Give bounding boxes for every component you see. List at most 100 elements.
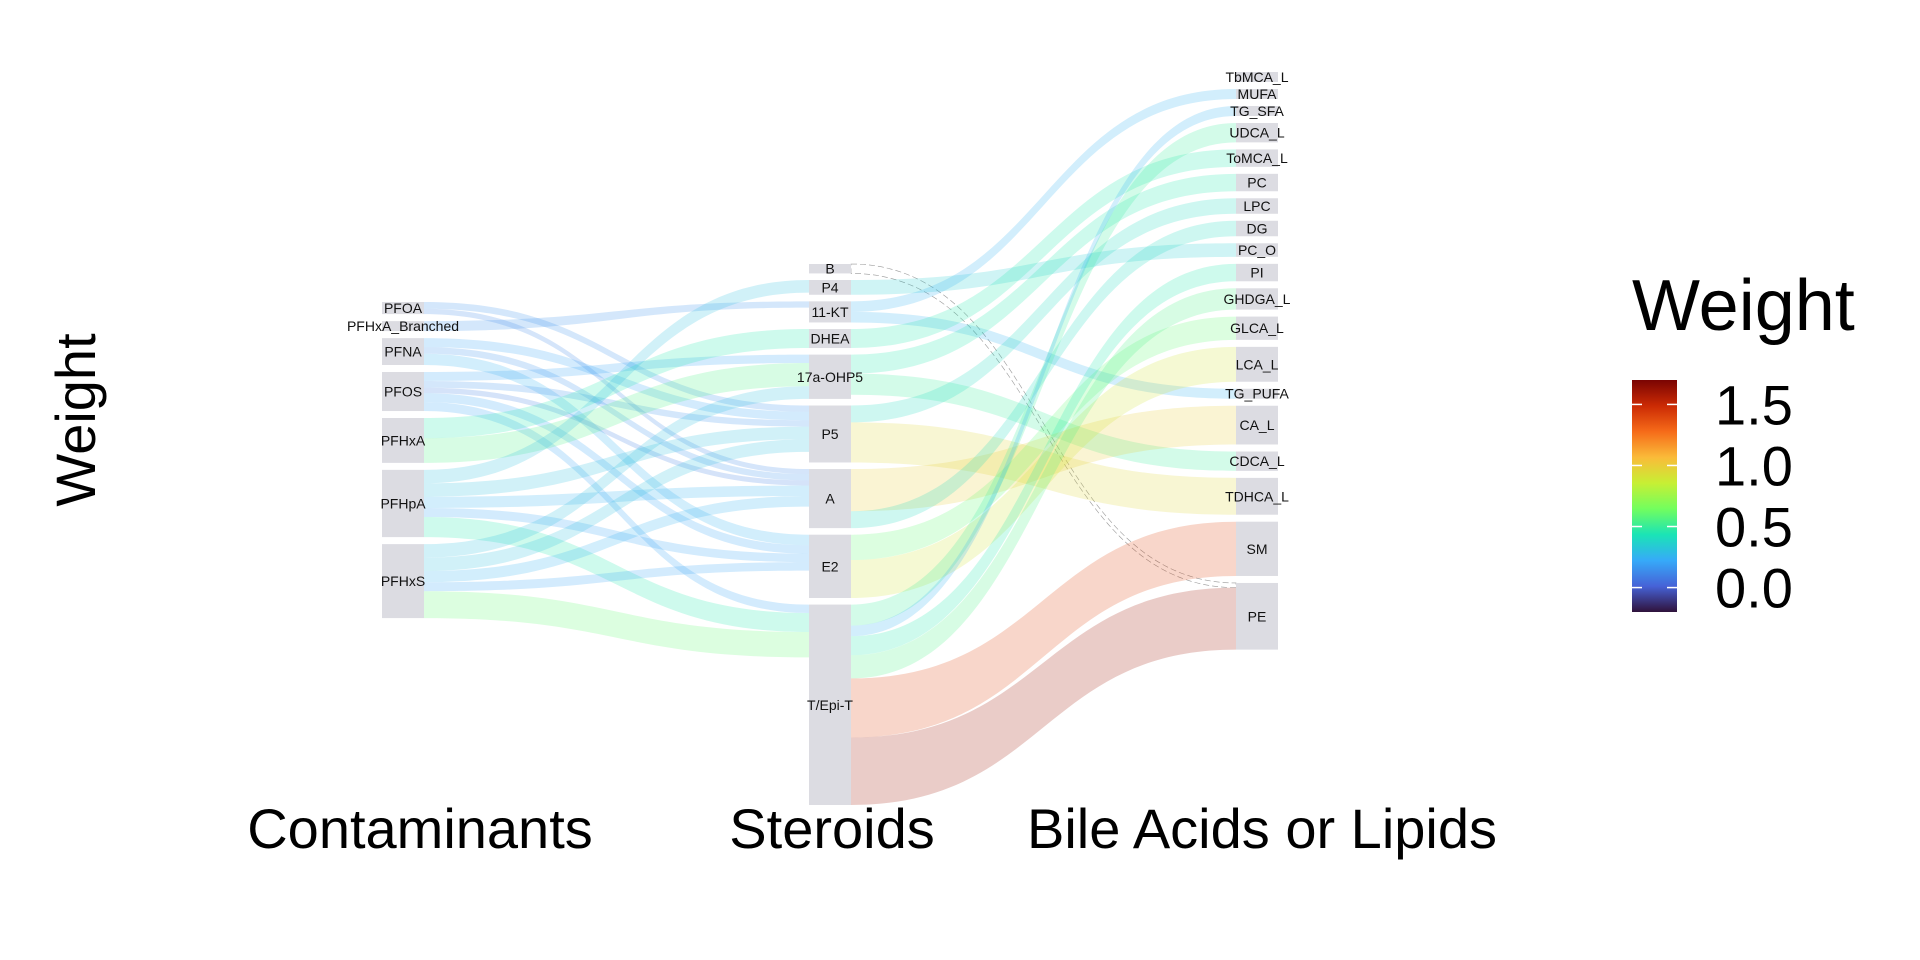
link-pfos-to-e2 bbox=[424, 393, 809, 554]
node-label-tdhca-l: TDHCA_L bbox=[1225, 488, 1289, 504]
node-tg-sfa bbox=[1236, 106, 1278, 116]
link-t-epi-t-to-udca-l bbox=[851, 123, 1236, 626]
link-b-to-pe bbox=[850, 263, 1237, 588]
node-tomca-l bbox=[1236, 149, 1278, 167]
node-pfhxa-branched bbox=[382, 321, 424, 332]
link-17a-ohp5-to-pc bbox=[851, 173, 1236, 374]
node-tdhca-l bbox=[1236, 477, 1278, 515]
node-label-cdca-l: CDCA_L bbox=[1229, 453, 1284, 469]
node-label-pc: PC bbox=[1247, 175, 1266, 191]
link-pfos-to-a bbox=[424, 387, 809, 486]
node-pc bbox=[1236, 173, 1278, 192]
links-layer bbox=[424, 89, 1237, 805]
link-pfna-to-a bbox=[424, 347, 809, 481]
node-p4 bbox=[809, 279, 851, 295]
link-pfos-to-17a-ohp5 bbox=[424, 354, 809, 381]
node-label-11-kt: 11-KT bbox=[811, 304, 849, 320]
node-label-pfhpa: PFHpA bbox=[380, 495, 426, 511]
node-label-pe: PE bbox=[1248, 608, 1267, 624]
node-label-ghdga-l: GHDGA_L bbox=[1224, 291, 1291, 307]
link-pfhxa-to-17a-ohp5 bbox=[424, 363, 809, 463]
link-p5-to-tdhca-l bbox=[851, 422, 1236, 515]
node-label-udca-l: UDCA_L bbox=[1229, 125, 1284, 141]
node-t-epi-t bbox=[809, 604, 851, 805]
link-pfhxs-to-p5 bbox=[424, 439, 809, 572]
node-label-glca-l: GLCA_L bbox=[1230, 320, 1284, 336]
node-label-pfoa: PFOA bbox=[384, 300, 423, 316]
node-label-e2: E2 bbox=[821, 558, 838, 574]
node-17a-ohp5 bbox=[809, 354, 851, 399]
link-t-epi-t-to-sm bbox=[851, 521, 1236, 738]
node-11-kt bbox=[809, 301, 851, 323]
node-ghdga-l bbox=[1236, 288, 1278, 310]
node-label-tg-pufa: TG_PUFA bbox=[1225, 386, 1289, 402]
link-pfoa-to-p5 bbox=[424, 302, 809, 412]
link-pfhpa-to-e2 bbox=[424, 507, 809, 563]
node-label-pfhxa-branched: PFHxA_Branched bbox=[347, 318, 459, 334]
node-label-tbmca-l: TbMCA_L bbox=[1225, 69, 1288, 85]
node-mufa bbox=[1236, 89, 1278, 99]
axis-label-steroids: Steroids bbox=[729, 797, 934, 860]
node-pfhpa bbox=[382, 469, 424, 538]
node-label-mufa: MUFA bbox=[1238, 86, 1278, 102]
node-label-p4: P4 bbox=[821, 279, 838, 295]
node-label-tg-sfa: TG_SFA bbox=[1230, 103, 1284, 119]
link-pfhxs-to-17a-ohp5 bbox=[424, 386, 809, 558]
legend-colorbar bbox=[1632, 380, 1677, 612]
node-pi bbox=[1236, 263, 1278, 282]
link-pfhpa-to-p4 bbox=[424, 279, 809, 484]
node-label-pfhxs: PFHxS bbox=[381, 573, 425, 589]
link-a-to-dg bbox=[851, 220, 1236, 529]
node-dg bbox=[1236, 220, 1278, 237]
node-tg-pufa bbox=[1236, 388, 1278, 399]
node-glca-l bbox=[1236, 316, 1278, 340]
link-pfhxs-to-a bbox=[424, 496, 809, 583]
legend-title: Weight bbox=[1632, 266, 1855, 346]
link-p5-to-lpc bbox=[851, 198, 1236, 423]
node-pfos bbox=[382, 372, 424, 412]
legend-tick-label: 1.5 bbox=[1715, 373, 1793, 436]
link-pfhxs-to-e2 bbox=[424, 562, 809, 592]
node-p5 bbox=[809, 405, 851, 463]
link-pfhpa-to-t-epi-t bbox=[424, 516, 809, 633]
node-label-tomca-l: ToMCA_L bbox=[1226, 150, 1288, 166]
nodes-layer bbox=[382, 72, 1278, 805]
link-pfos-to-p5 bbox=[424, 380, 809, 427]
link-11-kt-to-mufa bbox=[851, 89, 1236, 312]
node-sm bbox=[1236, 521, 1278, 576]
node-label-dhea: DHEA bbox=[811, 331, 851, 347]
node-label-pfna: PFNA bbox=[384, 344, 422, 360]
link-pfhxa-branched-to-11-kt bbox=[424, 301, 809, 332]
link-pfhxa-to-dhea bbox=[424, 329, 809, 439]
y-axis-label: Weight bbox=[44, 333, 107, 507]
link-e2-to-lca-l bbox=[851, 346, 1236, 598]
node-udca-l bbox=[1236, 123, 1278, 143]
link-pfna-to-e2 bbox=[424, 353, 809, 546]
node-label-pi: PI bbox=[1250, 265, 1263, 281]
link-p4-to-pc-o bbox=[851, 243, 1236, 295]
legend-tick-label: 0.5 bbox=[1715, 496, 1793, 559]
node-label-17a-ohp5: 17a-OHP5 bbox=[797, 369, 863, 385]
node-cdca-l bbox=[1236, 451, 1278, 471]
link-pfhpa-to-p5 bbox=[424, 426, 809, 497]
labels-layer: PFOA PFHxA_Branched PFNA PFOS PFHxA PFHpA PFHx… bbox=[347, 69, 1291, 713]
node-label-b: B bbox=[825, 261, 834, 277]
link-pfna-to-p5 bbox=[424, 338, 809, 421]
link-t-epi-t-to-pi bbox=[851, 263, 1236, 656]
node-tbmca-l bbox=[1236, 72, 1278, 82]
link-pfhpa-to-a bbox=[424, 485, 809, 508]
node-label-p5: P5 bbox=[821, 426, 838, 442]
node-label-pc-o: PC_O bbox=[1238, 242, 1276, 258]
node-ca-l bbox=[1236, 405, 1278, 445]
node-lca-l bbox=[1236, 346, 1278, 382]
link-dhea-to-tomca-l bbox=[851, 149, 1236, 349]
node-lpc bbox=[1236, 198, 1278, 214]
node-pfna bbox=[382, 338, 424, 366]
link-t-epi-t-to-pe bbox=[851, 587, 1236, 805]
node-pe bbox=[1236, 582, 1278, 650]
axis-label-contaminants: Contaminants bbox=[247, 797, 593, 860]
link-t-epi-t-to-ghdga-l bbox=[851, 288, 1236, 679]
link-17a-ohp5-to-cdca-l bbox=[851, 373, 1236, 471]
axis-label-bile-acids-lipids: Bile Acids or Lipids bbox=[1027, 797, 1497, 860]
